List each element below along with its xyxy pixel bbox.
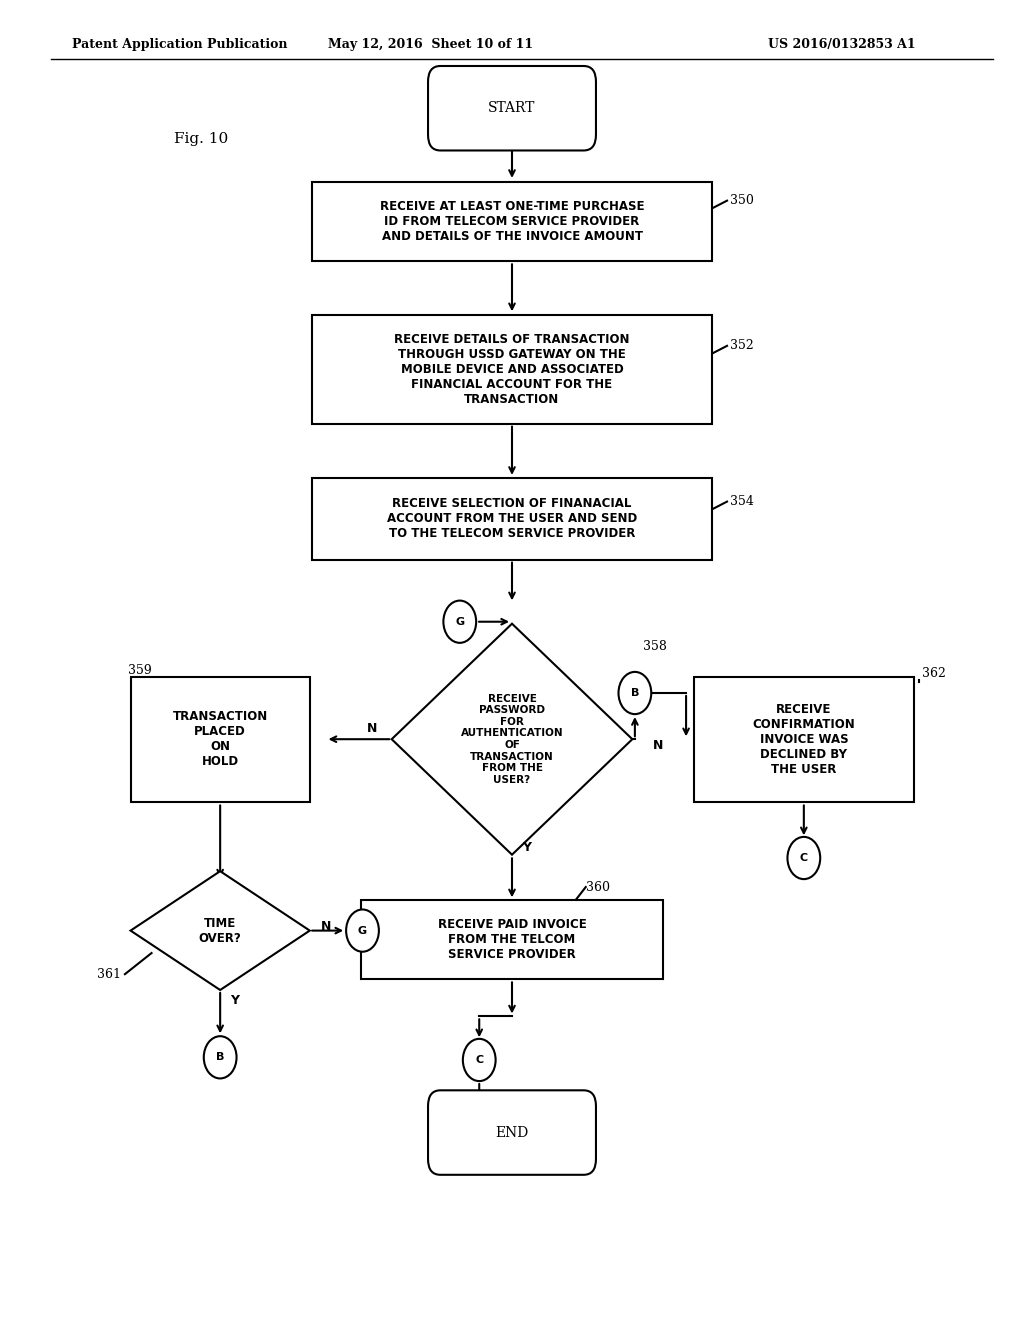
Text: Y: Y [230, 994, 240, 1007]
Bar [361, 900, 664, 979]
Circle shape [463, 1039, 496, 1081]
Bar [312, 182, 712, 261]
Text: Y: Y [522, 841, 531, 854]
Bar [312, 315, 712, 424]
Text: 359: 359 [128, 664, 152, 677]
FancyBboxPatch shape [428, 66, 596, 150]
Text: RECEIVE DETAILS OF TRANSACTION
THROUGH USSD GATEWAY ON THE
MOBILE DEVICE AND ASS: RECEIVE DETAILS OF TRANSACTION THROUGH U… [394, 333, 630, 407]
Text: RECEIVE
CONFIRMATION
INVOICE WAS
DECLINED BY
THE USER: RECEIVE CONFIRMATION INVOICE WAS DECLINE… [753, 702, 855, 776]
Text: 360: 360 [586, 880, 609, 894]
Polygon shape [131, 871, 309, 990]
Text: B: B [216, 1052, 224, 1063]
Text: N: N [321, 920, 331, 933]
Circle shape [443, 601, 476, 643]
Text: START: START [488, 102, 536, 115]
Text: G: G [456, 616, 464, 627]
Polygon shape [391, 624, 632, 855]
Bar [131, 676, 309, 801]
FancyBboxPatch shape [428, 1090, 596, 1175]
Text: RECEIVE
PASSWORD
FOR
AUTHENTICATION
OF
TRANSACTION
FROM THE
USER?: RECEIVE PASSWORD FOR AUTHENTICATION OF T… [461, 693, 563, 785]
Text: G: G [358, 925, 367, 936]
Circle shape [618, 672, 651, 714]
Text: 350: 350 [730, 194, 754, 207]
Text: END: END [496, 1126, 528, 1139]
Text: RECEIVE AT LEAST ONE-TIME PURCHASE
ID FROM TELECOM SERVICE PROVIDER
AND DETAILS : RECEIVE AT LEAST ONE-TIME PURCHASE ID FR… [380, 201, 644, 243]
Text: C: C [475, 1055, 483, 1065]
Text: B: B [631, 688, 639, 698]
Circle shape [787, 837, 820, 879]
Text: 358: 358 [643, 640, 667, 653]
Text: Patent Application Publication: Patent Application Publication [72, 38, 287, 51]
Text: 361: 361 [97, 968, 121, 981]
Text: May 12, 2016  Sheet 10 of 11: May 12, 2016 Sheet 10 of 11 [328, 38, 532, 51]
Bar [312, 478, 712, 560]
Text: TIME
OVER?: TIME OVER? [199, 916, 242, 945]
Text: US 2016/0132853 A1: US 2016/0132853 A1 [768, 38, 915, 51]
Text: RECEIVE PAID INVOICE
FROM THE TELCOM
SERVICE PROVIDER: RECEIVE PAID INVOICE FROM THE TELCOM SER… [437, 919, 587, 961]
Text: N: N [367, 722, 377, 735]
Circle shape [204, 1036, 237, 1078]
Text: N: N [653, 739, 664, 752]
Circle shape [346, 909, 379, 952]
Text: TRANSACTION
PLACED
ON
HOLD: TRANSACTION PLACED ON HOLD [172, 710, 268, 768]
Text: 362: 362 [922, 667, 945, 680]
Text: C: C [800, 853, 808, 863]
Text: RECEIVE SELECTION OF FINANACIAL
ACCOUNT FROM THE USER AND SEND
TO THE TELECOM SE: RECEIVE SELECTION OF FINANACIAL ACCOUNT … [387, 498, 637, 540]
Bar [694, 676, 913, 801]
Text: 354: 354 [730, 495, 754, 508]
Text: 352: 352 [730, 339, 754, 352]
Text: Fig. 10: Fig. 10 [174, 132, 228, 145]
